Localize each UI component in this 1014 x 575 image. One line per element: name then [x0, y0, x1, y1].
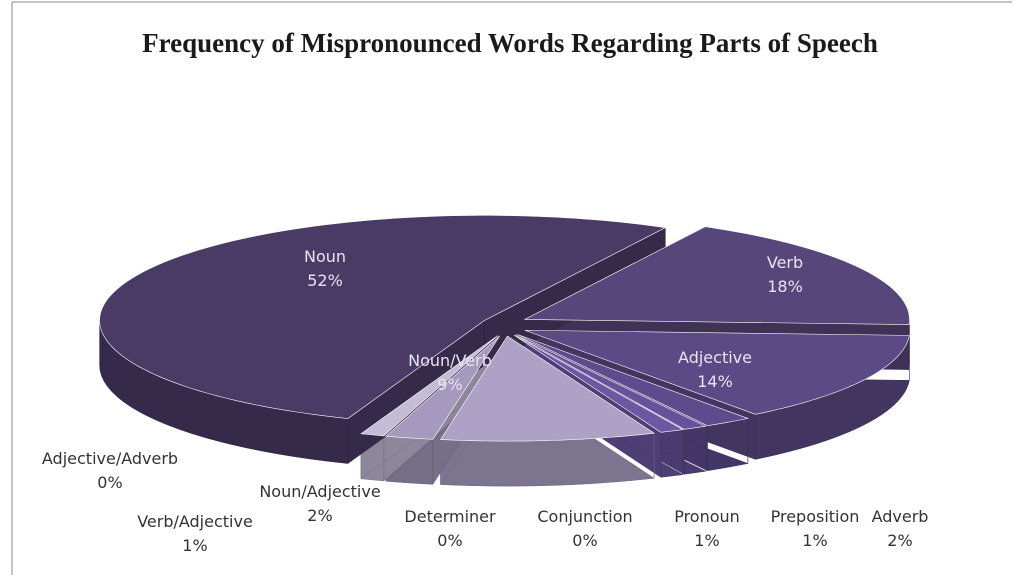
slice-value-label: 52% [307, 271, 343, 290]
chart-title: Frequency of Mispronounced Words Regardi… [142, 28, 878, 58]
slice [360, 335, 498, 437]
slice-label: Noun [304, 247, 346, 266]
slice-label: Pronoun [674, 507, 740, 526]
slice-label: Preposition [771, 507, 860, 526]
slice-value-label: 1% [182, 536, 207, 555]
slice-value-label: 18% [767, 277, 803, 296]
slice-value-label: 2% [307, 506, 332, 525]
slice-label: Noun/Verb [408, 351, 492, 370]
slice-value-label: 1% [694, 531, 719, 550]
slice [524, 329, 910, 415]
slice [524, 226, 910, 325]
slice [99, 215, 667, 419]
slice [514, 334, 684, 433]
slice-value-label: 0% [437, 531, 462, 550]
slice-label: Verb/Adjective [137, 512, 253, 531]
slice-label: Verb [767, 253, 803, 272]
slice [440, 335, 655, 442]
slice-label: Conjunction [537, 507, 632, 526]
slice-value-label: 0% [97, 473, 122, 492]
slice-label: Adverb [872, 507, 929, 526]
slice-label: Determiner [404, 507, 496, 526]
slice-label: Adjective/Adverb [42, 449, 178, 468]
slice-label: Noun/Adjective [259, 482, 380, 501]
slice-value-label: 0% [572, 531, 597, 550]
slice-label: Adjective [678, 348, 752, 367]
slice [385, 335, 500, 440]
slice-value-label: 1% [802, 531, 827, 550]
slice-value-label: 14% [697, 372, 733, 391]
slice-value-label: 9% [437, 375, 462, 394]
slice [515, 334, 707, 430]
slice [517, 334, 749, 426]
slice-value-label: 2% [887, 531, 912, 550]
